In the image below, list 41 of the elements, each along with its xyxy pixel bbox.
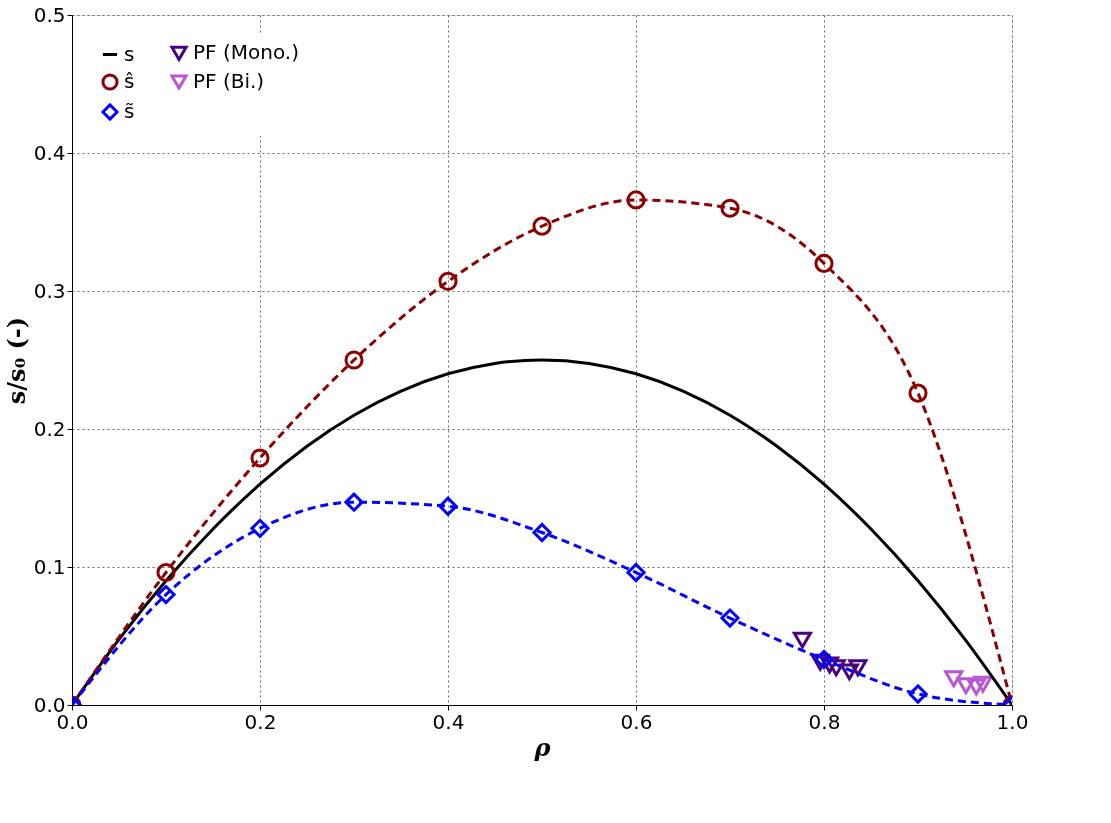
point (344, 350, 364, 370)
point (626, 562, 646, 583)
x-tick-label: 0.2 (244, 709, 277, 734)
y-tick-label: 0.3 (33, 278, 66, 303)
point (944, 670, 964, 688)
point (814, 253, 834, 273)
point (848, 659, 868, 677)
point (532, 522, 552, 543)
legend-label: PF (Bi.) (193, 69, 265, 93)
point (250, 518, 270, 538)
point (156, 585, 176, 605)
point (908, 383, 928, 403)
x-axis-title: ρ (533, 732, 552, 762)
y-tick-label: 0.2 (33, 416, 66, 441)
x-tick-label: 0.8 (808, 709, 841, 734)
legend-label: s̃ (124, 99, 135, 123)
point (438, 496, 458, 516)
point (792, 631, 812, 649)
point (532, 216, 552, 236)
y-axis-title: s/s₀ (-) (1, 316, 31, 405)
point (250, 448, 270, 468)
x-tick-label: 0.6 (620, 709, 653, 734)
point (956, 677, 976, 695)
legend-label: s (124, 41, 135, 66)
point (720, 198, 740, 218)
point (908, 684, 928, 704)
legend-label: ŝ (124, 69, 135, 93)
point (966, 678, 986, 696)
point (344, 492, 364, 512)
point (973, 675, 993, 693)
point (839, 663, 859, 681)
point (626, 190, 646, 210)
y-tick-label: 0.1 (33, 554, 66, 579)
y-tick-label: 0.4 (33, 140, 66, 165)
point (156, 562, 176, 583)
point (720, 608, 740, 628)
y-tick-label: 0.5 (33, 2, 66, 27)
x-tick-label: 1.0 (996, 709, 1029, 734)
legend-label: PF (Mono.) (193, 40, 299, 65)
x-tick-label: 0.4 (432, 709, 465, 734)
point (438, 271, 458, 291)
